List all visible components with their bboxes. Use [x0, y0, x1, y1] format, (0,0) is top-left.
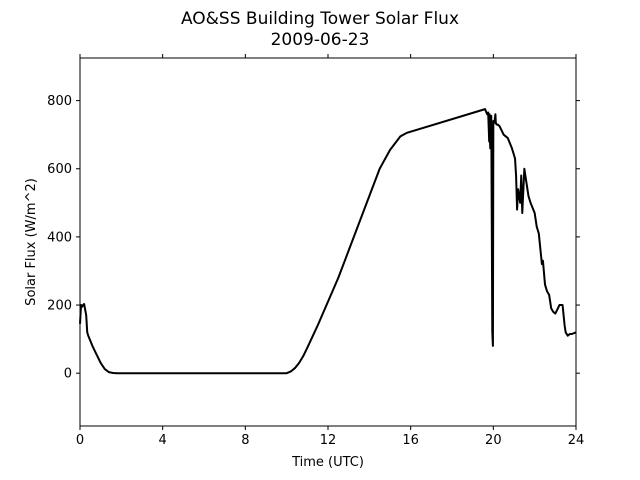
plot-frame [79, 57, 577, 427]
series-layer [79, 108, 577, 375]
y-tick-label: 0 [64, 367, 72, 382]
y-tick-label: 800 [47, 94, 72, 109]
x-tick-label: 0 [76, 433, 84, 448]
x-axis-label: Time (UTC) [291, 455, 364, 470]
y-tick-label: 600 [47, 162, 72, 177]
plot-background [80, 58, 576, 426]
x-tick-label: 12 [320, 433, 337, 448]
x-tick-label: 16 [402, 433, 419, 448]
x-tick-label: 24 [568, 433, 585, 448]
solar-flux-line [79, 108, 577, 375]
x-tick-label: 4 [159, 433, 167, 448]
x-tick-label: 8 [241, 433, 249, 448]
y-tick-label: 400 [47, 230, 72, 245]
axis-ticks: 0 4 8 12 16 20 24 0 200 400 600 800 [47, 54, 584, 448]
y-axis-label: Solar Flux (W/m^2) [24, 178, 39, 306]
plot-area [80, 58, 576, 426]
chart-title: AO&SS Building Tower Solar Flux [181, 9, 459, 29]
x-tick-label: 20 [485, 433, 502, 448]
chart-subtitle: 2009-06-23 [271, 30, 370, 50]
y-tick-label: 200 [47, 299, 72, 314]
